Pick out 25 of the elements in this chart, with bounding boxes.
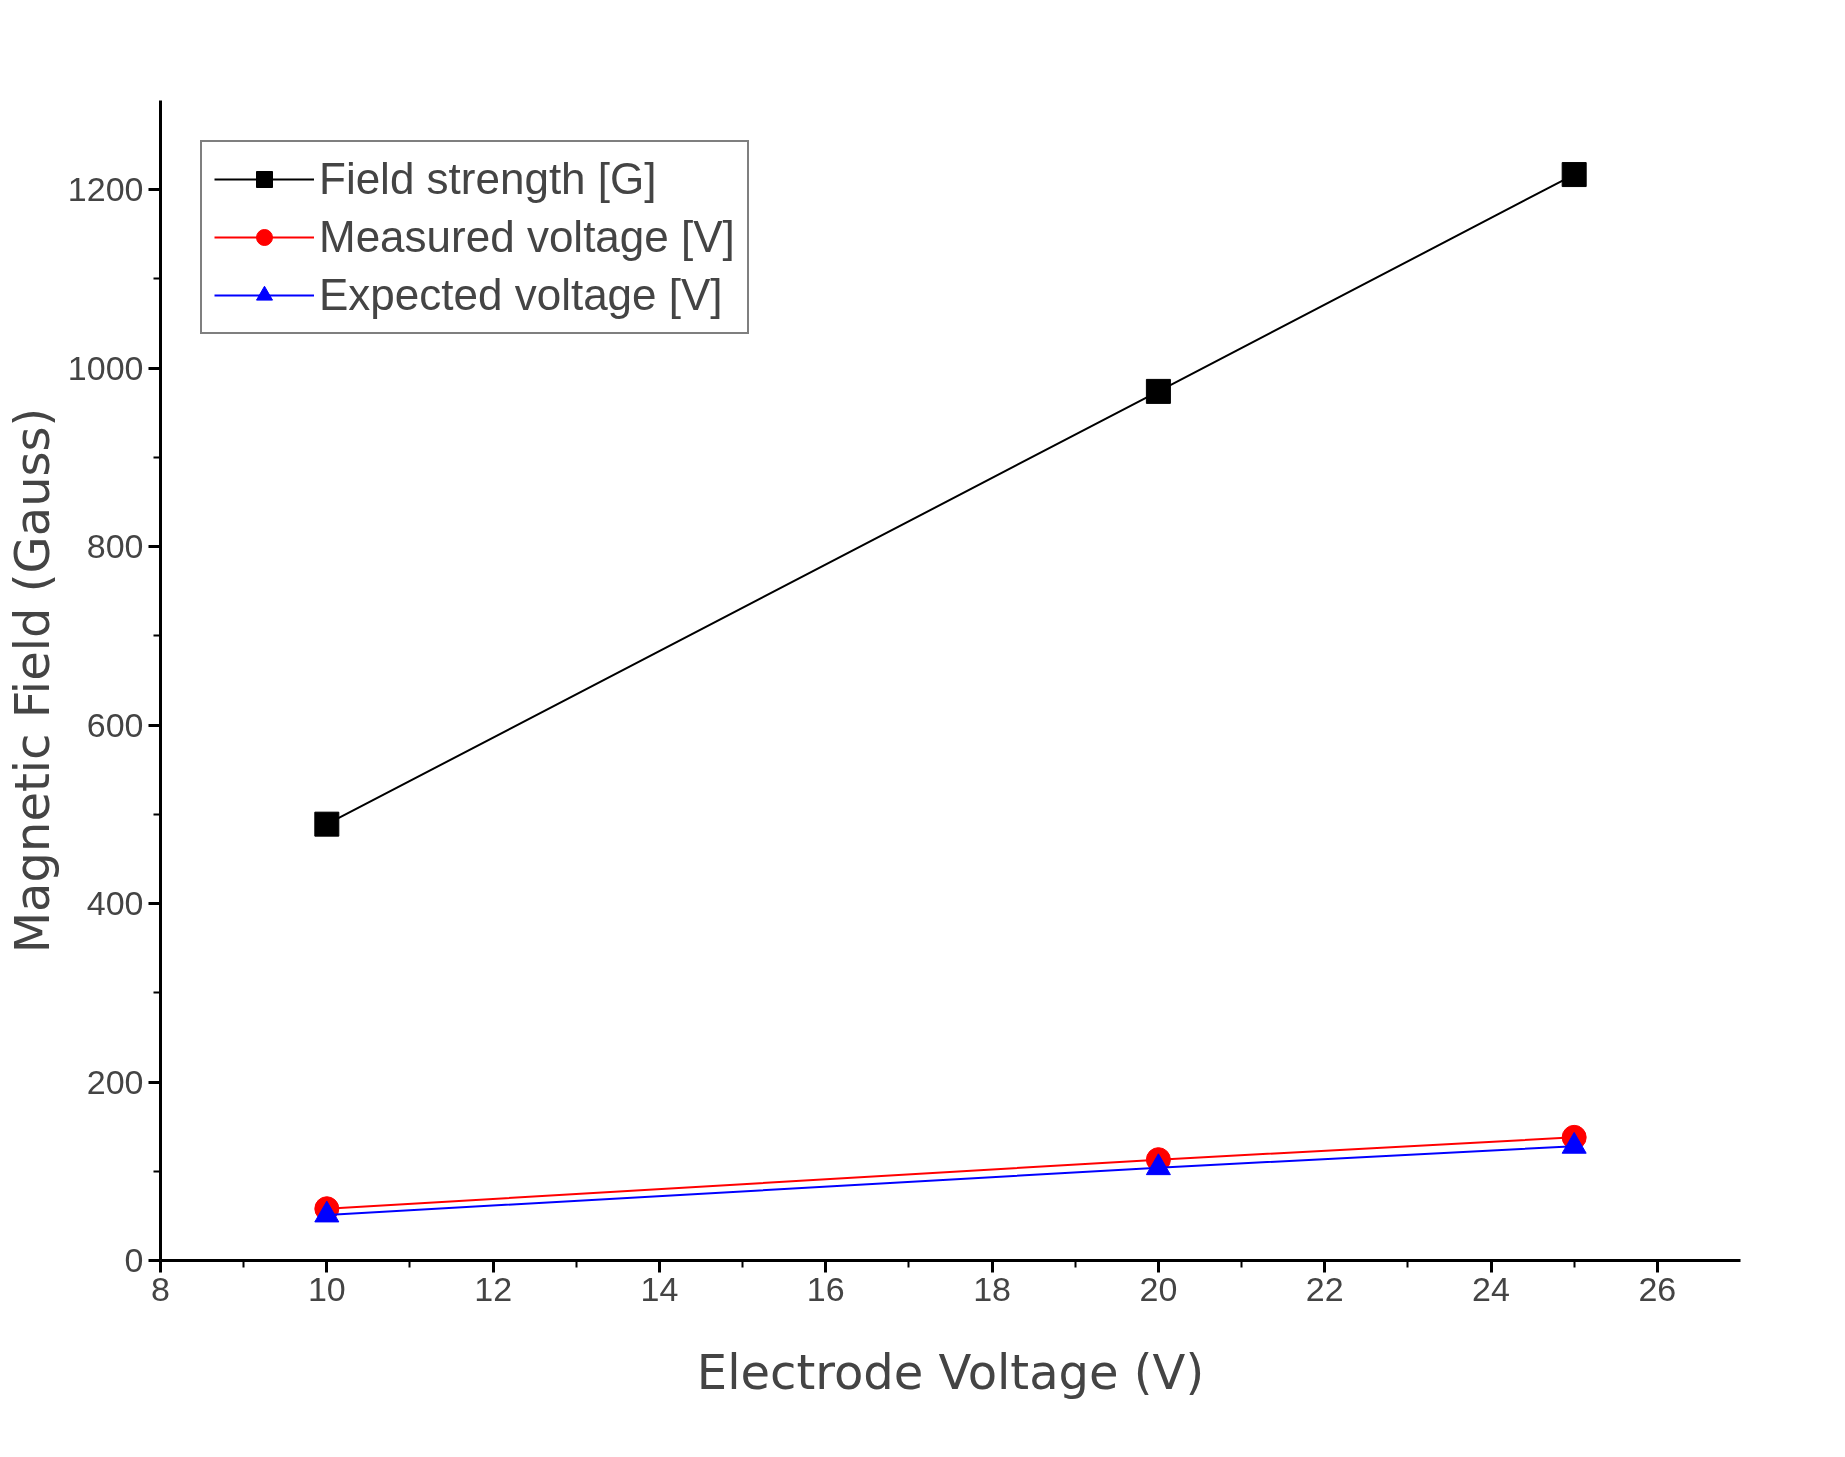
y-tick-label: 1000 <box>67 348 144 387</box>
legend-label: Expected voltage [V] <box>319 270 723 320</box>
y-tick-label: 0 <box>124 1241 144 1279</box>
x-tick-label: 14 <box>640 1269 679 1308</box>
x-tick-label: 18 <box>973 1269 1011 1308</box>
point <box>1561 162 1587 188</box>
x-tick-label: 26 <box>1638 1269 1677 1308</box>
point <box>314 811 340 837</box>
x-tick-label: 10 <box>307 1269 346 1308</box>
y-tick-label: 200 <box>86 1062 144 1101</box>
x-tick-label: 22 <box>1305 1269 1344 1308</box>
y-tick-label: 400 <box>86 884 144 923</box>
x-tick-label: 20 <box>1139 1269 1178 1308</box>
x-tick-label: 12 <box>474 1269 513 1308</box>
legend-label: Field strength [G] <box>319 154 657 204</box>
legend-label: Measured voltage [V] <box>319 212 735 262</box>
x-axis-title: Electrode Voltage (V) <box>696 1343 1205 1400</box>
point <box>1145 378 1171 404</box>
y-axis-title: Magnetic Field (Gauss) <box>3 407 60 954</box>
y-tick-label: 800 <box>86 527 144 566</box>
x-tick-label: 24 <box>1472 1269 1510 1308</box>
y-tick-label: 600 <box>86 705 144 744</box>
y-tick-label: 1200 <box>67 170 144 209</box>
x-tick-label: 8 <box>151 1269 170 1308</box>
x-tick-label: 16 <box>806 1269 845 1308</box>
